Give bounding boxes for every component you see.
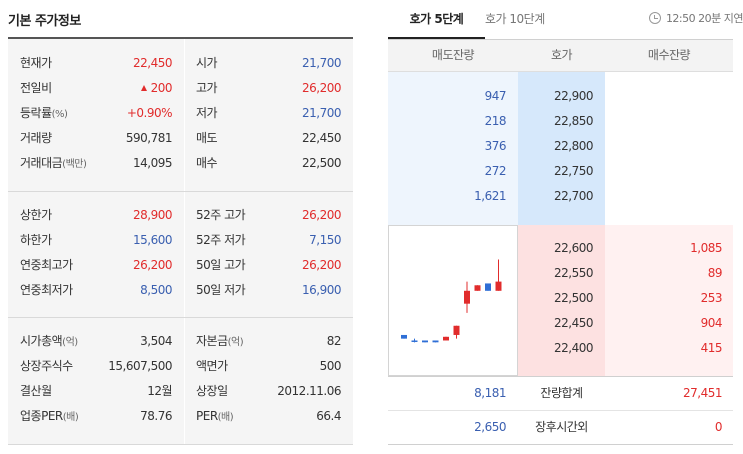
ask-qty: 376 bbox=[484, 139, 507, 153]
ask-qty: 1,621 bbox=[474, 189, 506, 203]
ask-price: 22,850 bbox=[554, 114, 594, 128]
order-book-panel: 호가 5단계 호가 10단계 12:50 20분 지연 매도잔량 호가 매수잔량… bbox=[388, 0, 743, 454]
section-divider bbox=[8, 191, 353, 192]
info-row-lower-limit: 하한가 15,600 52주 저가 7,150 bbox=[20, 233, 341, 247]
total-ask-qty: 8,181 bbox=[474, 386, 506, 400]
company-section bbox=[8, 318, 353, 444]
after-hours-bid-qty: 0 bbox=[714, 420, 723, 434]
after-hours-ask-qty: 2,650 bbox=[474, 420, 506, 434]
tab-10-level[interactable]: 호가 10단계 bbox=[485, 12, 545, 26]
limit-section bbox=[8, 192, 353, 317]
candle-body bbox=[432, 340, 439, 343]
ask-price-column bbox=[518, 72, 605, 225]
delay-notice: 12:50 20분 지연 bbox=[648, 0, 743, 38]
bid-price-value: 22,500 bbox=[302, 156, 342, 170]
tab-5-level[interactable]: 호가 5단계 bbox=[409, 12, 464, 26]
ask-qty: 272 bbox=[484, 164, 507, 178]
change-rate-value: +0.90% bbox=[126, 106, 173, 120]
ask-empty-column bbox=[605, 72, 733, 225]
mini-candle-chart bbox=[388, 225, 518, 376]
info-row-settlement: 결산월 12월 상장일 2012.11.06 bbox=[20, 384, 341, 398]
info-row-change-rate: 등락률(%) +0.90% 저가 21,700 bbox=[8, 101, 353, 126]
candle-body bbox=[464, 290, 470, 304]
bid-qty-column bbox=[605, 225, 733, 376]
order-book-header: 매도잔량 호가 매수잔량 bbox=[388, 40, 733, 71]
bid-price-column bbox=[518, 225, 605, 376]
bid-price: 22,600 bbox=[554, 241, 594, 255]
high-price-value: 26,200 bbox=[302, 81, 342, 95]
panel-title: 기본 주가정보 bbox=[8, 14, 81, 29]
info-row-listed-shares: 상장주식수 15,607,500 액면가 500 bbox=[20, 359, 342, 373]
low-price-value: 21,700 bbox=[302, 106, 342, 120]
ask-qty: 947 bbox=[484, 89, 507, 103]
current-price-value: 22,450 bbox=[133, 56, 173, 70]
ask-price: 22,700 bbox=[554, 189, 594, 203]
bid-qty: 253 bbox=[700, 291, 723, 305]
info-row-upper-limit: 상한가 28,900 52주 고가 26,200 bbox=[20, 208, 342, 222]
candle-body bbox=[411, 340, 418, 342]
open-price-value: 21,700 bbox=[302, 56, 342, 70]
bid-qty: 415 bbox=[700, 341, 723, 355]
total-label: 잔량합계 bbox=[540, 386, 583, 400]
section-divider bbox=[8, 444, 353, 445]
total-bid-qty: 27,451 bbox=[683, 386, 723, 400]
tab-divider bbox=[388, 39, 733, 40]
ask-price-value: 22,450 bbox=[302, 131, 342, 145]
bid-price: 22,450 bbox=[554, 316, 594, 330]
bid-price: 22,400 bbox=[554, 341, 594, 355]
info-row-market-cap: 시가총액(억) 3,504 자본금(억) 82 bbox=[20, 334, 342, 348]
price-section bbox=[8, 39, 353, 191]
candle-body bbox=[474, 285, 481, 291]
active-tab-indicator bbox=[388, 37, 485, 39]
ask-price: 22,750 bbox=[554, 164, 594, 178]
bid-price: 22,550 bbox=[554, 266, 594, 280]
ask-price: 22,900 bbox=[554, 89, 594, 103]
header-ask-qty: 매도잔량 bbox=[431, 48, 475, 62]
info-row-volume: 거래량 590,781 매도 22,450 bbox=[8, 126, 353, 151]
title-divider bbox=[8, 37, 353, 39]
candle-chart-svg bbox=[401, 259, 502, 343]
bid-qty: 1,085 bbox=[690, 241, 722, 255]
bid-qty: 89 bbox=[707, 266, 723, 280]
bid-qty: 904 bbox=[700, 316, 723, 330]
info-row-year-low: 연중최저가 8,500 50일 저가 16,900 bbox=[20, 283, 342, 297]
ask-qty-column bbox=[388, 72, 518, 225]
candle-body bbox=[422, 340, 428, 343]
candle-body bbox=[401, 334, 407, 339]
candle-body bbox=[443, 336, 449, 341]
trade-amount-value: 14,095 bbox=[133, 156, 173, 170]
info-row-change: 전일비 200 고가 26,200 bbox=[8, 76, 353, 101]
header-price: 호가 bbox=[550, 48, 573, 62]
header-bid-qty: 매수잔량 bbox=[647, 48, 691, 62]
candle-body bbox=[485, 283, 491, 291]
ask-qty: 218 bbox=[484, 114, 507, 128]
candle-body bbox=[495, 281, 502, 291]
delay-text: 12:50 20분 지연 bbox=[665, 12, 743, 25]
info-row-per: 업종PER(배) 78.76 PER(배) 66.4 bbox=[20, 409, 341, 423]
info-row-current-price: 현재가 22,450 시가 21,700 bbox=[8, 51, 353, 76]
info-row-trade-amount: 거래대금(백만) 14,095 매수 22,500 bbox=[8, 151, 353, 176]
triangle-up-icon bbox=[140, 85, 147, 91]
clock-icon bbox=[648, 12, 661, 24]
ask-price: 22,800 bbox=[554, 139, 594, 153]
change-value: 200 bbox=[140, 76, 173, 101]
candle-body bbox=[453, 325, 460, 335]
bid-price: 22,500 bbox=[554, 291, 594, 305]
info-row-year-high: 연중최고가 26,200 50일 고가 26,200 bbox=[20, 258, 342, 272]
section-divider bbox=[8, 317, 353, 318]
volume-value: 590,781 bbox=[125, 131, 173, 145]
after-hours-label: 장후시간외 bbox=[535, 420, 588, 434]
